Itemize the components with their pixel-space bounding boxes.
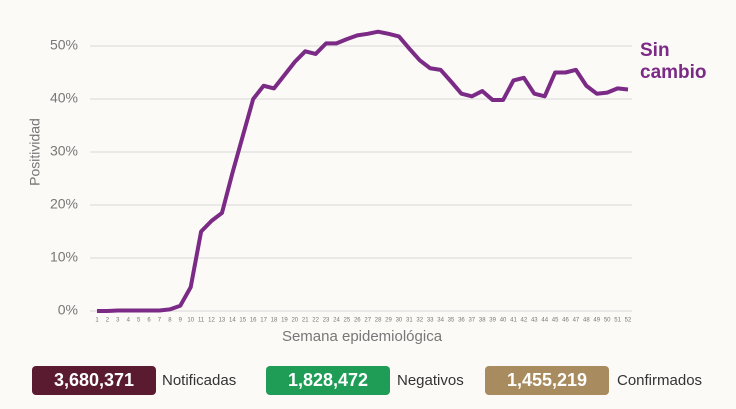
x-tick-label: 47 bbox=[573, 318, 580, 324]
x-tick-label: 23 bbox=[323, 318, 330, 324]
x-tick-label: 37 bbox=[468, 318, 475, 324]
x-tick-label: 43 bbox=[531, 318, 538, 324]
x-tick-label: 52 bbox=[625, 318, 632, 324]
stat-value: 3,680,371 bbox=[32, 366, 156, 395]
x-tick-label: 21 bbox=[302, 318, 309, 324]
x-tick-label: 28 bbox=[375, 318, 382, 324]
x-tick-label: 32 bbox=[416, 318, 423, 324]
x-tick-label: 25 bbox=[344, 318, 351, 324]
x-tick-label: 27 bbox=[364, 318, 371, 324]
x-tick-label: 1 bbox=[95, 318, 99, 324]
x-tick-label: 41 bbox=[510, 318, 517, 324]
line bbox=[97, 29, 629, 313]
x-tick-label: 16 bbox=[250, 318, 257, 324]
x-tick-label: 24 bbox=[333, 318, 340, 324]
y-axis-label: Positividad bbox=[27, 118, 43, 186]
x-tick-label: 7 bbox=[158, 318, 162, 324]
x-tick-label: 11 bbox=[198, 318, 205, 324]
x-tick-label: 2 bbox=[106, 318, 110, 324]
x-tick-label: 9 bbox=[179, 318, 183, 324]
y-tick-label: 20% bbox=[50, 196, 78, 212]
y-tick-label: 40% bbox=[50, 90, 78, 106]
x-tick-label: 14 bbox=[229, 318, 236, 324]
stat-label: Negativos bbox=[397, 372, 464, 389]
x-tick-label: 20 bbox=[291, 318, 298, 324]
x-tick-label: 34 bbox=[437, 318, 444, 324]
x-tick-label: 4 bbox=[127, 318, 131, 324]
x-tick-label: 36 bbox=[458, 318, 465, 324]
x-tick-label: 42 bbox=[521, 318, 528, 324]
x-tick-label: 46 bbox=[562, 318, 569, 324]
x-tick-label: 31 bbox=[406, 318, 413, 324]
x-tick-label: 44 bbox=[541, 318, 548, 324]
stat-label: Confirmados bbox=[617, 372, 703, 389]
x-tick-label: 15 bbox=[239, 318, 246, 324]
x-tick-label: 12 bbox=[208, 318, 215, 324]
stat-value: 1,455,219 bbox=[485, 366, 609, 395]
x-tick-label: 26 bbox=[354, 318, 361, 324]
x-tick-label: 3 bbox=[116, 318, 120, 324]
x-tick-label: 29 bbox=[385, 318, 392, 324]
x-tick-label: 49 bbox=[593, 318, 600, 324]
x-tick-label: 5 bbox=[137, 318, 141, 324]
x-tick-label: 18 bbox=[271, 318, 278, 324]
x-tick-label: 33 bbox=[427, 318, 434, 324]
x-tick-label: 17 bbox=[260, 318, 267, 324]
x-tick-label: 40 bbox=[500, 318, 507, 324]
stat-label: Notificadas bbox=[162, 372, 237, 389]
x-tick-label: 45 bbox=[552, 318, 559, 324]
x-tick-label: 22 bbox=[312, 318, 319, 324]
x-tick-label: 48 bbox=[583, 318, 590, 324]
x-tick-label: 8 bbox=[168, 318, 172, 324]
y-tick-label: 30% bbox=[50, 143, 78, 159]
x-tick-label: 6 bbox=[147, 318, 151, 324]
x-tick-label: 51 bbox=[614, 318, 621, 324]
chart: Positividad Semana epidemiológica 0% 10% 2… bbox=[27, 29, 632, 345]
x-tick-label: 50 bbox=[604, 318, 611, 324]
x-tick-label: 13 bbox=[219, 318, 226, 324]
x-tick-label: 30 bbox=[396, 318, 403, 324]
y-tick-label: 50% bbox=[50, 37, 78, 53]
x-tick-label: 39 bbox=[489, 318, 496, 324]
x-tick-label: 38 bbox=[479, 318, 486, 324]
y-tick-label: 0% bbox=[58, 302, 78, 318]
stat-value: 1,828,472 bbox=[266, 366, 390, 395]
y-tick-label: 10% bbox=[50, 249, 78, 265]
annotation: Sin cambio bbox=[640, 40, 707, 83]
x-tick-label: 35 bbox=[448, 318, 455, 324]
x-tick-label: 10 bbox=[187, 318, 194, 324]
x-tick-label: 19 bbox=[281, 318, 288, 324]
x-axis-label: Semana epidemiológica bbox=[282, 328, 443, 345]
